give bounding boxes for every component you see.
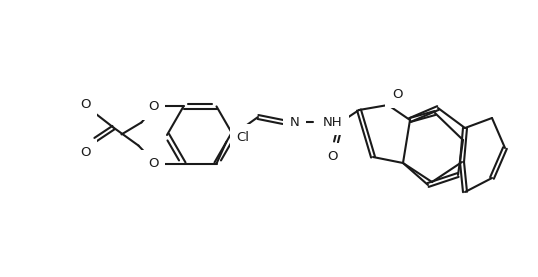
Text: O: O: [148, 100, 159, 113]
Text: NH: NH: [323, 116, 343, 129]
Text: O: O: [80, 146, 90, 158]
Text: O: O: [327, 150, 337, 163]
Text: O: O: [392, 88, 402, 101]
Text: O: O: [80, 98, 90, 111]
Text: O: O: [148, 157, 159, 170]
Text: N: N: [290, 117, 300, 130]
Text: Cl: Cl: [237, 131, 250, 144]
